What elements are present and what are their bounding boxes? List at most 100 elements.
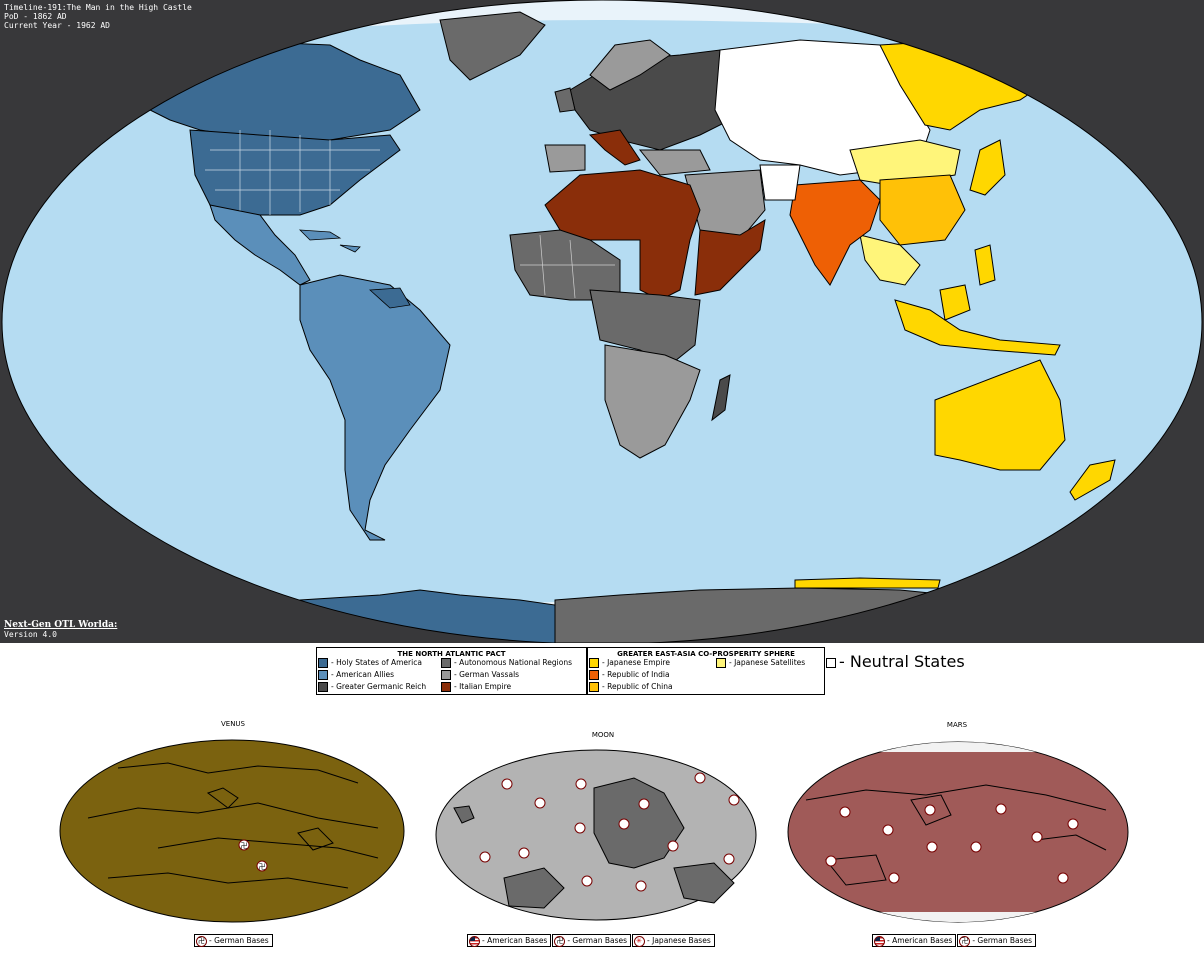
japanese-base-icon: [667, 840, 679, 852]
legend-item: - Republic of China: [589, 682, 673, 692]
american-base-icon: [1067, 818, 1079, 830]
legend-item: - Republic of India: [589, 670, 670, 680]
region-india: [789, 179, 881, 286]
japanese-base-icon: [723, 853, 735, 865]
venus-title: VENUS: [220, 720, 245, 728]
legend-swatch: [441, 670, 451, 680]
mars-bases: [825, 803, 1079, 884]
legend-german-bases: - German Bases: [552, 934, 632, 947]
region-antarctica-japanese: [794, 577, 941, 589]
mars-legend: - American Bases- German Bases: [872, 934, 1037, 947]
german-base-icon: [238, 839, 250, 851]
region-antarctica-german: [554, 587, 1001, 643]
region-china: [879, 174, 966, 246]
american-base-icon: [638, 798, 650, 810]
legend-german-bases: - German Bases: [957, 934, 1037, 947]
german-base-icon: [581, 875, 593, 887]
japanese-base-icon: [728, 794, 740, 806]
legend-sphere-title: GREATER EAST-ASIA CO-PROSPERITY SPHERE: [617, 650, 795, 658]
german-base-icon: [618, 818, 630, 830]
german-base-icon: [888, 872, 900, 884]
region-italy: [588, 129, 641, 166]
legend-pact: THE NORTH ATLANTIC PACT - Holy States of…: [316, 647, 587, 695]
venus-map: 卍 卍: [59, 739, 405, 923]
region-scandinavia: [589, 39, 671, 91]
legend-sphere: GREATER EAST-ASIA CO-PROSPERITY SPHERE -…: [587, 647, 825, 695]
legend-swatch: [589, 670, 599, 680]
venus-legend: - German Bases: [194, 934, 274, 947]
german-base-icon: [926, 841, 938, 853]
legend-swatch: [441, 658, 451, 668]
region-japan: [969, 139, 1006, 196]
legend-swatch: [716, 658, 726, 668]
moon-bases: [479, 772, 740, 892]
region-greenland: [439, 11, 546, 81]
legend-german-bases: - German Bases: [194, 934, 273, 947]
legend-american-bases: - American Bases: [872, 934, 957, 947]
american-base-icon: [970, 841, 982, 853]
map-header: Timeline-191:The Man in the High Castle …: [4, 3, 192, 30]
moon-map: [435, 749, 757, 921]
american-base-icon: [1031, 831, 1043, 843]
american-base-icon: [825, 855, 837, 867]
header-current-year: Current Year - 1962 AD: [4, 21, 110, 30]
american-base-icon: [635, 880, 647, 892]
legend-swatch: [318, 670, 328, 680]
mars-map: [787, 741, 1129, 923]
american-base-icon: [501, 778, 513, 790]
map-signature: Next-Gen OTL Worlda: Version 4.0: [4, 620, 117, 639]
german-base-icon: [959, 935, 971, 947]
legend-swatch: [318, 658, 328, 668]
header-title: Timeline-191:The Man in the High Castle: [4, 3, 192, 12]
legend-item: - American Allies: [318, 670, 394, 680]
region-iberia: [544, 144, 586, 173]
region-usa: [189, 129, 401, 226]
german-base-icon: [574, 822, 586, 834]
legend-item: - Japanese Satellites: [716, 658, 805, 668]
legend-item: - Greater Germanic Reich: [318, 682, 426, 692]
world-map: [1, 0, 1203, 643]
svg-text:卍: 卍: [241, 842, 248, 850]
japanese-base-icon: [694, 772, 706, 784]
japanese-base-icon: [634, 935, 646, 947]
legend-swatch: [318, 682, 328, 692]
moon-title: MOON: [591, 731, 615, 739]
legend-japanese-bases: - Japanese Bases: [632, 934, 715, 947]
legend-swatch: [441, 682, 451, 692]
german-base-icon: [882, 824, 894, 836]
german-base-icon: [196, 935, 207, 947]
american-base-icon: [839, 806, 851, 818]
region-southern-africa: [604, 344, 701, 459]
legend-item: - German Vassals: [441, 670, 519, 680]
legend-swatch: [826, 657, 836, 668]
legend-swatch: [589, 658, 599, 668]
region-australia: [934, 359, 1066, 471]
legend-item: - Italian Empire: [441, 682, 511, 692]
legend-neutral: - Neutral States: [826, 654, 965, 670]
german-base-icon: [534, 797, 546, 809]
american-base-icon: [469, 935, 480, 947]
region-satellites-se-asia: [859, 234, 921, 286]
world-map-panel: Timeline-191:The Man in the High Castle …: [0, 0, 1204, 643]
german-base-icon: [554, 935, 566, 947]
header-pod: PoD - 1862 AD: [4, 12, 67, 21]
region-central-africa: [589, 289, 701, 366]
moon-legend: - American Bases- German Bases- Japanese…: [467, 934, 716, 947]
region-britain: [554, 87, 576, 113]
legend-item: - Autonomous National Regions: [441, 658, 572, 668]
signature-version: Version 4.0: [4, 630, 57, 639]
american-base-icon: [874, 935, 885, 947]
legend-item: - Holy States of America: [318, 658, 422, 668]
german-base-icon: [256, 860, 268, 872]
legend-item: - Japanese Empire: [589, 658, 670, 668]
svg-text:卍: 卍: [259, 863, 266, 871]
american-base-icon: [575, 778, 587, 790]
german-base-icon: [995, 803, 1007, 815]
mars-title: MARS: [946, 721, 968, 729]
german-base-icon: [924, 804, 936, 816]
american-base-icon: [1057, 872, 1069, 884]
region-south-america: [299, 274, 451, 541]
signature-title: Next-Gen OTL Worlda:: [4, 620, 118, 630]
region-middle-east: [684, 169, 766, 241]
legend-pact-title: THE NORTH ATLANTIC PACT: [397, 650, 506, 658]
